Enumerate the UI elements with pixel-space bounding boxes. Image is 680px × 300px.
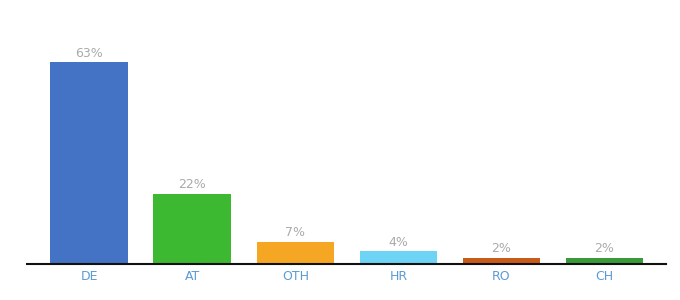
Text: 2%: 2% xyxy=(594,242,615,255)
Bar xyxy=(256,242,334,264)
Text: 63%: 63% xyxy=(75,47,103,60)
Bar xyxy=(154,194,231,264)
Text: 7%: 7% xyxy=(285,226,305,239)
Bar xyxy=(463,258,540,264)
Bar xyxy=(566,258,643,264)
Bar xyxy=(360,251,437,264)
Text: 22%: 22% xyxy=(178,178,206,191)
Text: 4%: 4% xyxy=(388,236,408,249)
Bar xyxy=(50,62,128,264)
Text: 2%: 2% xyxy=(492,242,511,255)
